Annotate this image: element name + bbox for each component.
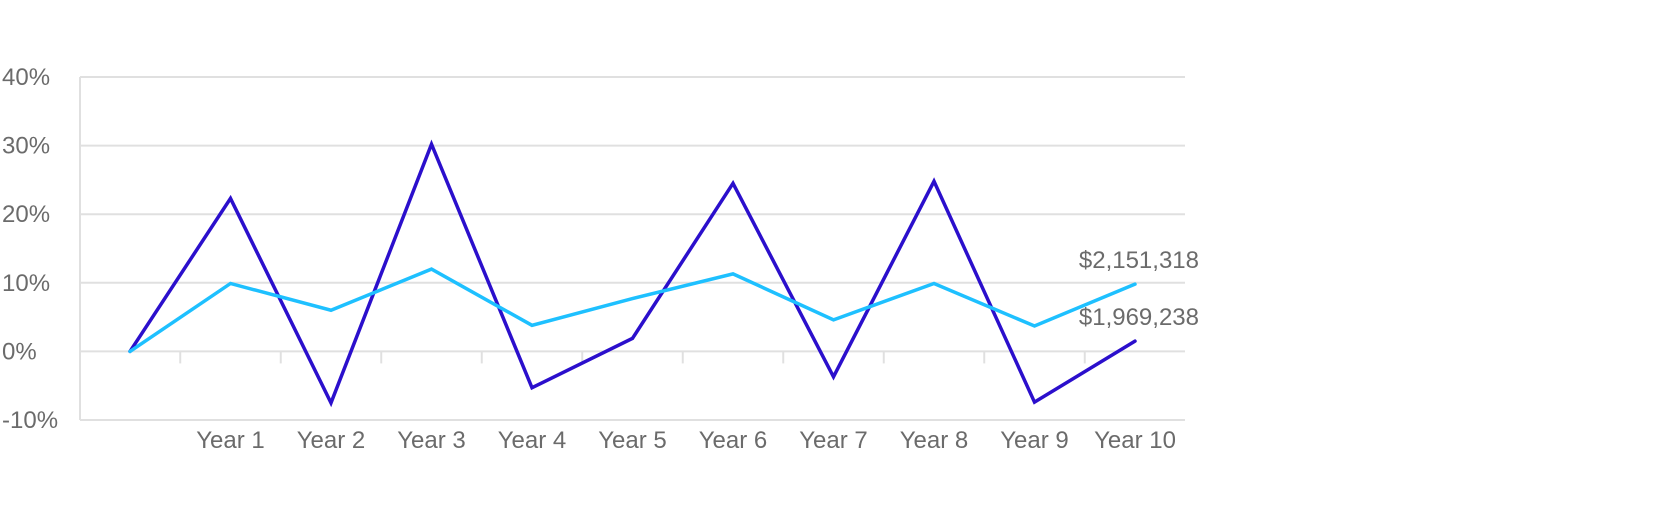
y-tick-label: -10% [2, 407, 58, 434]
grid-lines [80, 76, 1185, 421]
y-tick-label: 10% [2, 270, 50, 297]
x-tick-label: Year 1 [196, 427, 265, 454]
axes [79, 77, 1086, 420]
series-line-2 [128, 267, 1137, 354]
x-tick-label: Year 2 [297, 427, 366, 454]
x-tick-label: Year 5 [598, 427, 667, 454]
x-tick-label: Year 6 [699, 427, 768, 454]
y-tick-label: 0% [2, 338, 37, 365]
x-tick-label: Year 10 [1094, 427, 1176, 454]
y-tick-label: 30% [2, 133, 50, 160]
series-line-1 [128, 139, 1137, 408]
series-end-label: $1,969,238 [1079, 304, 1199, 331]
x-tick-label: Year 7 [799, 427, 868, 454]
y-tick-label: 20% [2, 201, 50, 228]
series-end-label: $2,151,318 [1079, 247, 1199, 274]
labels: 40% 30% 20% 10% 0% -10% Year 1 Year 2 Year 3 Year… [2, 64, 1199, 454]
y-tick-label: 40% [2, 64, 50, 91]
x-tick-label: Year 3 [397, 427, 466, 454]
series-lines [128, 139, 1137, 408]
x-tick-label: Year 8 [900, 427, 969, 454]
x-tick-label: Year 9 [1000, 427, 1069, 454]
x-tick-label: Year 4 [498, 427, 567, 454]
